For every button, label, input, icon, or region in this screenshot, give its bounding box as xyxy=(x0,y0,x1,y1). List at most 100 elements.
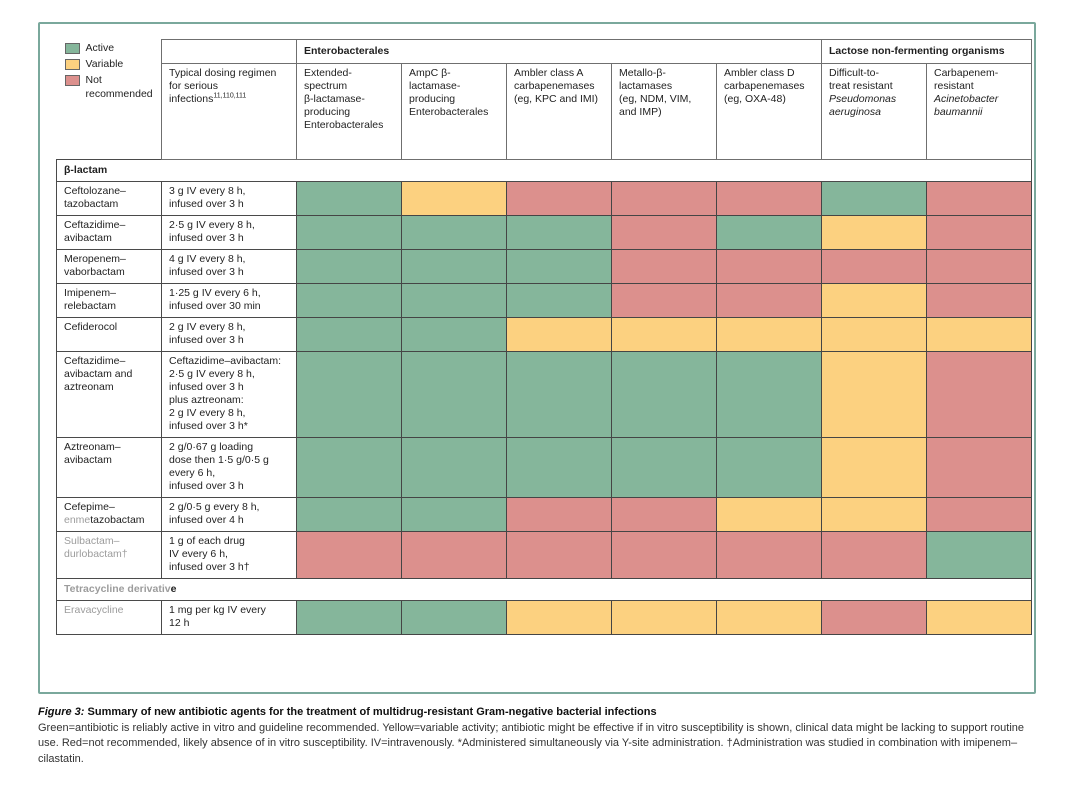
activity-cell-active xyxy=(716,215,822,250)
table-row: Ceftazidime– avibactam and aztreonam Ceftaz… xyxy=(56,351,1032,438)
activity-cell-not-recommended xyxy=(506,497,612,532)
drug-name-line-segment: avibactam xyxy=(64,232,112,244)
table-row: Ceftazidime– avibactam 2·5 g IV every 8 h,… xyxy=(56,215,1032,250)
activity-cell-active xyxy=(401,249,507,284)
activity-cell-not-recommended xyxy=(926,181,1032,216)
drug-name-line: Cefiderocol xyxy=(64,321,155,334)
dosing-line: infused over 3 h xyxy=(169,266,244,278)
dosing-line: dose then 1·5 g/0·5 g xyxy=(169,454,269,466)
drug-name-line-segment: tazobactam xyxy=(90,514,145,526)
column-header-line: Difficult-to- xyxy=(829,67,920,80)
column-header-line: baumannii xyxy=(934,106,1025,119)
activity-cell-variable xyxy=(821,283,927,318)
drug-name-cell: Sulbactam– durlobactam† xyxy=(56,531,162,579)
dosing-cell: 2 g IV every 8 h, infused over 3 h xyxy=(161,317,297,352)
activity-cell-not-recommended xyxy=(926,283,1032,318)
activity-cell-not-recommended xyxy=(716,531,822,579)
activity-cell-active xyxy=(611,351,717,438)
column-header-line-segment: Ambler class D xyxy=(724,67,795,79)
dosing-line: every 6 h, xyxy=(169,467,216,479)
activity-cell-variable xyxy=(716,600,822,635)
drug-name-line: Eravacycline xyxy=(64,604,155,617)
table-wrapper: Active Variable Not recommended Enterobacte… xyxy=(56,39,1032,635)
dosing-line: 2·5 g IV every 8 h, xyxy=(169,219,255,231)
activity-cell-not-recommended xyxy=(611,249,717,284)
drug-name-line-segment: Cefepime– xyxy=(64,501,115,513)
dosing-line: 1·25 g IV every 6 h, xyxy=(169,287,261,299)
section-title: β-lactam xyxy=(56,159,1032,182)
caption-figure-number: Figure 3: xyxy=(38,706,85,718)
activity-cell-active xyxy=(401,600,507,635)
table-row: Cefiderocol 2 g IV every 8 h, infused over… xyxy=(56,317,1032,352)
activity-cell-not-recommended xyxy=(926,215,1032,250)
column-header-line: (eg, KPC and IMI) xyxy=(514,93,605,106)
activity-cell-active xyxy=(821,181,927,216)
activity-cell-not-recommended xyxy=(926,497,1032,532)
column-header-line: carbapenemases xyxy=(514,80,605,93)
drug-name-line: Sulbactam– xyxy=(64,535,155,548)
column-header: Metallo-β-lactamases (eg, NDM, VIM, and IM… xyxy=(611,63,717,160)
activity-cell-active xyxy=(296,317,402,352)
table-row: Aztreonam– avibactam 2 g/0·67 g loading dos… xyxy=(56,437,1032,498)
activity-cell-not-recommended xyxy=(716,283,822,318)
activity-cell-not-recommended xyxy=(296,531,402,579)
activity-cell-active xyxy=(296,283,402,318)
column-header-line: Extended- xyxy=(304,67,395,80)
activity-cell-not-recommended xyxy=(401,531,507,579)
drug-name-line-segment: aztreonam xyxy=(64,381,114,393)
activity-cell-variable xyxy=(611,317,717,352)
legend-swatch-not_recommended xyxy=(64,74,80,86)
column-header-line: Enterobacterales xyxy=(304,119,395,132)
column-header: Difficult-to-treat resistant Pseudomonas a… xyxy=(821,63,927,160)
table-row: Eravacycline 1 mg per kg IV every 12 h xyxy=(56,600,1032,635)
drug-name-line: Cefepime– xyxy=(64,501,155,514)
dosing-line: 4 g IV every 8 h, xyxy=(169,253,246,265)
activity-cell-not-recommended xyxy=(506,531,612,579)
column-header-line-segment: lactamases xyxy=(619,80,673,92)
activity-cell-not-recommended xyxy=(716,249,822,284)
activity-cell-active xyxy=(506,249,612,284)
drug-name-line-segment: Ceftazidime– xyxy=(64,355,126,367)
activity-cell-active xyxy=(296,215,402,250)
drug-name-line-segment: tazobactam xyxy=(64,198,119,210)
column-header-line: carbapenemases xyxy=(724,80,815,93)
column-header-line: Pseudomonas xyxy=(829,93,920,106)
dosing-header-cell: Typical dosing regimen for serious infec… xyxy=(161,63,297,160)
activity-cell-active xyxy=(401,497,507,532)
activity-cell-active xyxy=(296,497,402,532)
drug-name-cell: Ceftolozane– tazobactam xyxy=(56,181,162,216)
drug-name-line: vaborbactam xyxy=(64,266,155,279)
column-header-line: AmpC β- xyxy=(409,67,500,80)
header-columns-row: Typical dosing regimen for serious infec… xyxy=(57,63,1032,160)
drug-name-line: avibactam and xyxy=(64,368,155,381)
drug-name-line: Meropenem– xyxy=(64,253,155,266)
activity-cell-not-recommended xyxy=(926,437,1032,498)
column-header-line-segment: aeruginosa xyxy=(829,106,881,118)
column-header-line-segment: Pseudomonas xyxy=(829,93,897,105)
figure-caption: Figure 3: Summary of new antibiotic agen… xyxy=(38,705,1042,767)
column-header-line-segment: treat resistant xyxy=(829,80,893,92)
activity-cell-variable xyxy=(821,215,927,250)
column-header-line-segment: carbapenemases xyxy=(514,80,595,92)
caption-title: Figure 3: Summary of new antibiotic agen… xyxy=(38,705,1042,721)
section-title-segment: β-lactam xyxy=(64,164,108,176)
column-header-line: (eg, NDM, VIM, xyxy=(619,93,710,106)
column-header-line-segment: Difficult-to- xyxy=(829,67,879,79)
drug-name-line: enmetazobactam xyxy=(64,514,155,527)
drug-name-cell: Cefiderocol xyxy=(56,317,162,352)
drug-name-line-segment: Eravacycline xyxy=(64,604,124,616)
drug-name-line: Ceftolozane– xyxy=(64,185,155,198)
drug-name-line-segment: enme xyxy=(64,514,91,526)
activity-cell-active xyxy=(926,531,1032,579)
dosing-line: 2 g IV every 8 h, xyxy=(169,407,246,419)
dosing-cell: 2·5 g IV every 8 h, infused over 3 h xyxy=(161,215,297,250)
activity-cell-variable xyxy=(926,317,1032,352)
activity-cell-variable xyxy=(821,437,927,498)
column-group-lactose-non-fermenting: Lactose non-fermenting organisms xyxy=(821,39,1032,64)
column-header-line-segment: lactamase- xyxy=(409,80,461,92)
legend-label: Variable xyxy=(85,57,124,70)
column-header-line-segment: Ambler class A xyxy=(514,67,584,79)
dosing-line: infused over 3 h xyxy=(169,381,244,393)
dosing-line: 2 g/0·67 g loading xyxy=(169,441,254,453)
drug-name-line: tazobactam xyxy=(64,198,155,211)
